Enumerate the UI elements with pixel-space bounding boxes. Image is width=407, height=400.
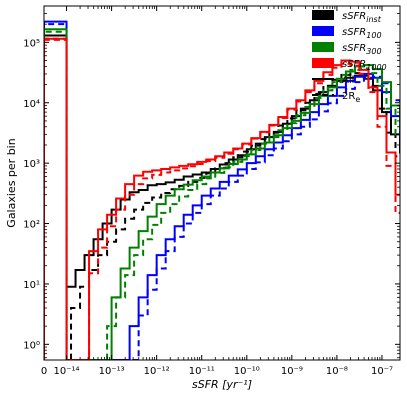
legend-label-subscript: 1000 <box>366 63 386 72</box>
legend-label-subscript: 300 <box>366 47 381 56</box>
series-2 <box>44 20 400 360</box>
legend-label: sSFR100 <box>342 27 382 40</box>
y-tick-label: 10⁰ <box>23 340 40 351</box>
axis-layer: 0 10⁻¹⁴ 10⁻¹³ 10⁻¹² 10⁻¹¹ 10⁻¹⁰ 10⁻⁹ 10⁻⁸ 10⁻⁷ 10… <box>23 6 400 377</box>
x-tick-label: 10⁻⁹ <box>281 366 303 377</box>
x-tick-label: 10⁻¹³ <box>99 366 125 377</box>
y-tick-label: 10⁴ <box>23 99 40 110</box>
series-5 <box>44 30 400 360</box>
y-tick-label: 10⁵ <box>23 38 40 49</box>
x-axis-label: sSFR [yr⁻¹] <box>192 378 252 391</box>
y-tick-label: 10¹ <box>23 280 40 291</box>
x-tick-label: 10⁻¹⁰ <box>234 366 260 377</box>
legend-label: All <box>342 75 354 86</box>
series-6 <box>44 37 400 360</box>
x-tick-label: 10⁻⁷ <box>371 366 393 377</box>
y-tick-label: 10² <box>23 220 40 231</box>
legend-swatch <box>312 42 334 52</box>
legend-swatch <box>312 26 334 36</box>
plot-frame <box>43 5 401 361</box>
legend-swatch <box>312 10 334 20</box>
legend-label: sSFR1000 <box>342 59 387 72</box>
x-tick-label: 0 <box>41 366 47 377</box>
x-tick-label: 10⁻¹¹ <box>189 366 215 377</box>
legend-label-subscript: inst <box>366 15 381 24</box>
legend-label: sSFRinst <box>342 11 382 24</box>
legend-label: 2Re <box>342 91 360 104</box>
series-1 <box>44 37 400 360</box>
legend-swatch <box>312 58 334 68</box>
y-axis-label: Galaxies per bin <box>5 138 18 227</box>
series-0 <box>44 34 400 360</box>
x-tick-label: 10⁻¹² <box>144 366 170 377</box>
legend-label-subscript: 100 <box>366 31 381 40</box>
x-tick-label: 10⁻⁸ <box>326 366 348 377</box>
x-tick-label: 10⁻¹⁴ <box>54 366 80 377</box>
legend-label: sSFR300 <box>342 43 382 56</box>
legend-label-subscript: e <box>355 95 360 104</box>
series-layer <box>44 20 400 360</box>
series-3 <box>44 23 400 360</box>
y-tick-label: 10³ <box>23 159 40 170</box>
legend: sSFRinst sSFR100 sSFR300 sSFR1000 All 2Re <box>312 10 387 104</box>
